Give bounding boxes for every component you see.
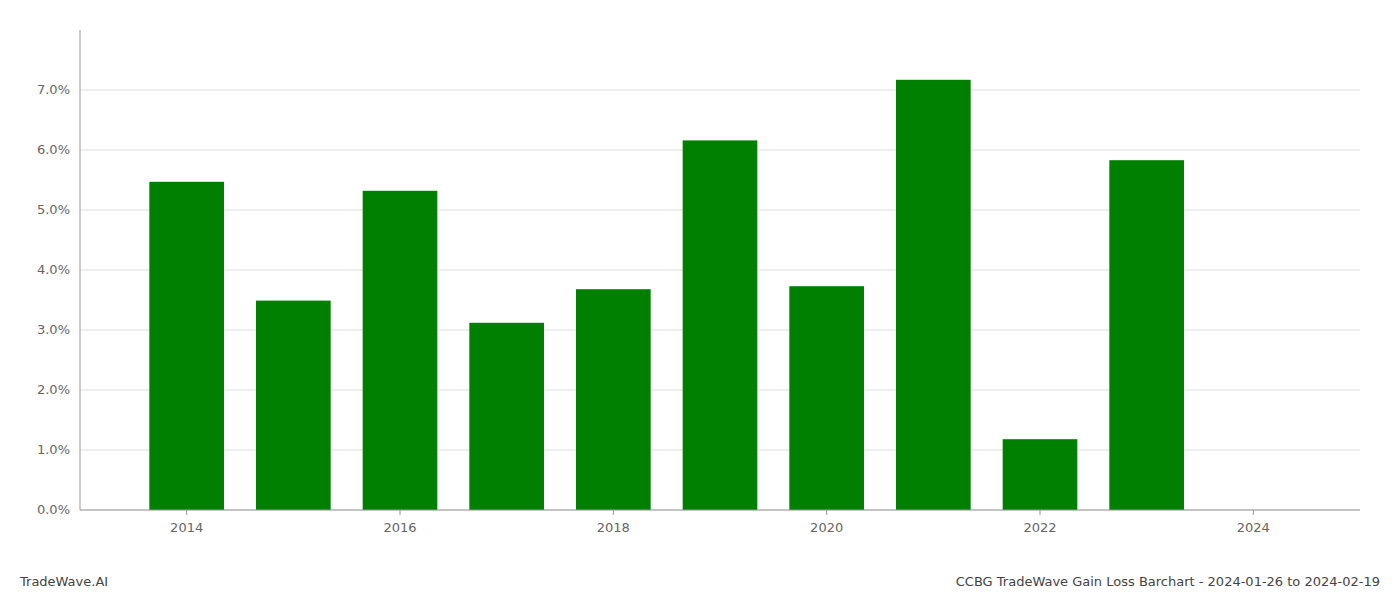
watermark: TradeWave.AI: [19, 574, 108, 589]
bars: [149, 80, 1184, 510]
x-tick-label: 2018: [597, 520, 630, 535]
y-tick-label: 5.0%: [37, 202, 70, 217]
bar: [1003, 439, 1078, 510]
x-axis-line: [80, 510, 1360, 511]
x-tick-label: 2016: [383, 520, 416, 535]
bar: [1109, 160, 1184, 510]
bar: [896, 80, 971, 510]
x-tick-label: 2014: [170, 520, 203, 535]
bar: [469, 323, 544, 510]
bar: [363, 191, 438, 510]
grid: [80, 90, 1360, 510]
bar: [576, 289, 651, 510]
y-tick-label: 3.0%: [37, 322, 70, 337]
bar: [256, 301, 331, 510]
x-tick: [1040, 510, 1041, 515]
bar: [789, 286, 864, 510]
chart-container: 0.0% 1.0% 2.0% 3.0% 4.0% 5.0% 6.0% 7.0% 2014 2016…: [0, 0, 1400, 600]
x-tick-label: 2022: [1023, 520, 1056, 535]
title: CCBG TradeWave Gain Loss Barchart - 2024…: [956, 574, 1380, 589]
y-tick-label: 0.0%: [37, 502, 70, 517]
x-tick: [1253, 510, 1254, 515]
y-tick-label: 2.0%: [37, 382, 70, 397]
x-tick: [186, 510, 187, 515]
x-tick: [613, 510, 614, 515]
bar: [683, 140, 758, 510]
y-tick-label: 1.0%: [37, 442, 70, 457]
x-tick: [400, 510, 401, 515]
x-tick: [826, 510, 827, 515]
chart-svg: 0.0% 1.0% 2.0% 3.0% 4.0% 5.0% 6.0% 7.0% 2014 2016…: [0, 0, 1400, 600]
x-tick-label: 2024: [1237, 520, 1270, 535]
grid-line: [80, 510, 1360, 511]
y-tick-label: 6.0%: [37, 142, 70, 157]
y-axis-line: [80, 30, 81, 510]
y-tick-label: 4.0%: [37, 262, 70, 277]
bar: [149, 182, 224, 510]
x-tick-label: 2020: [810, 520, 843, 535]
grid-line: [80, 90, 1360, 91]
y-tick-label: 7.0%: [37, 82, 70, 97]
